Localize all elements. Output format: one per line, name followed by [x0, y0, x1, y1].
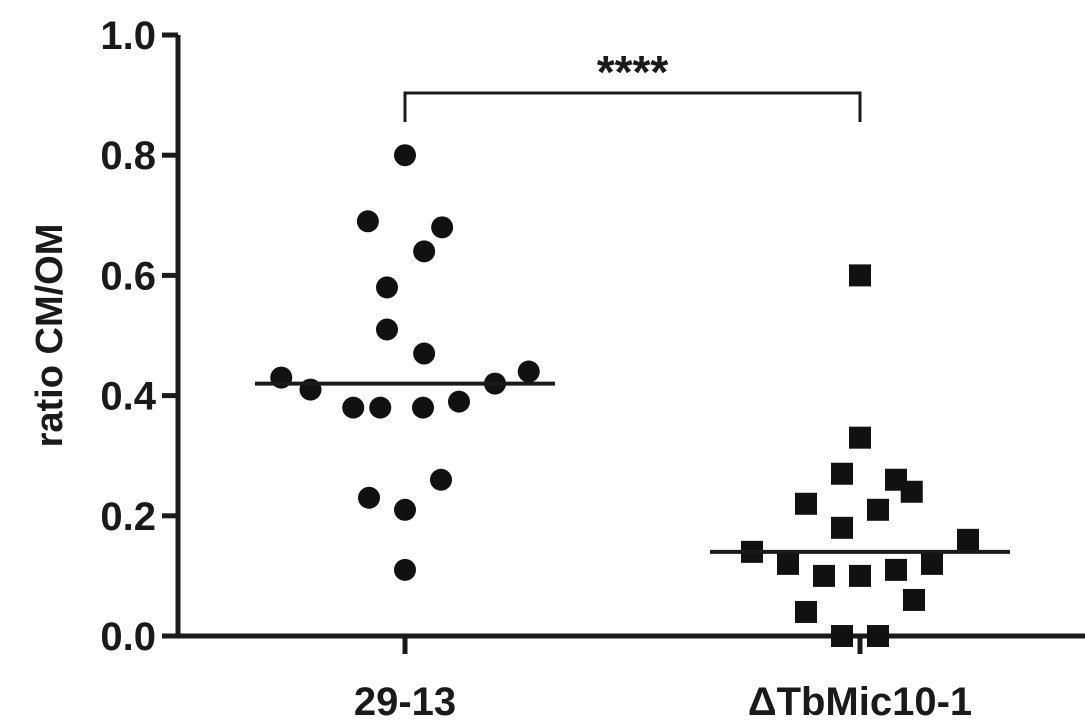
- data-point-circle: [376, 318, 398, 341]
- data-point-square: [813, 564, 835, 587]
- data-point-square: [921, 552, 943, 575]
- data-point-circle: [448, 390, 470, 413]
- data-point-circle: [356, 210, 379, 233]
- annotations: ****: [403, 46, 862, 122]
- data-point-circle: [394, 144, 416, 167]
- data-point-square: [849, 564, 871, 587]
- data-point-circle: [394, 558, 416, 581]
- data-point-circle: [369, 396, 392, 419]
- y-tick-label: 0.4: [100, 375, 156, 419]
- data-marks: [255, 144, 1010, 647]
- significance-bracket: [403, 91, 862, 122]
- data-point-square: [849, 426, 871, 449]
- y-tick-label: 0.8: [100, 134, 156, 178]
- data-point-circle: [413, 342, 436, 365]
- data-point-square: [867, 625, 889, 647]
- y-tick-label: 1.0: [100, 14, 156, 58]
- y-axis-label: ratio CM/OM: [29, 224, 71, 448]
- data-point-circle: [358, 486, 380, 509]
- y-tick-label: 0.2: [100, 495, 156, 539]
- data-point-square: [831, 462, 853, 485]
- axes: 0.0 0.2 0.4 0.6 0.8 1.0 ratio CM/OM 29-13 ΔTbMic…: [29, 14, 1085, 724]
- data-point-square: [777, 552, 799, 575]
- data-point-circle: [430, 468, 452, 491]
- data-point-square: [867, 498, 889, 521]
- y-tick-label: 0.0: [100, 615, 156, 659]
- data-point-square: [831, 516, 853, 539]
- data-point-square: [903, 588, 925, 611]
- x-category-label: 29-13: [354, 680, 456, 722]
- data-point-circle: [342, 396, 365, 419]
- data-point-square: [795, 492, 817, 515]
- data-point-circle: [517, 360, 540, 383]
- data-point-circle: [394, 498, 416, 521]
- data-point-square: [957, 528, 979, 551]
- significance-label: ****: [597, 46, 669, 98]
- data-point-circle: [413, 240, 436, 263]
- data-point-circle: [412, 396, 434, 419]
- x-category-label: ΔTbMic10-1: [748, 680, 972, 722]
- data-point-square: [831, 625, 853, 647]
- data-point-square: [900, 480, 923, 503]
- data-point-square: [849, 264, 871, 287]
- data-point-circle: [431, 216, 454, 239]
- data-point-circle: [376, 276, 398, 299]
- data-point-square: [795, 600, 817, 623]
- y-tick-label: 0.6: [100, 254, 156, 298]
- data-point-square: [885, 558, 907, 581]
